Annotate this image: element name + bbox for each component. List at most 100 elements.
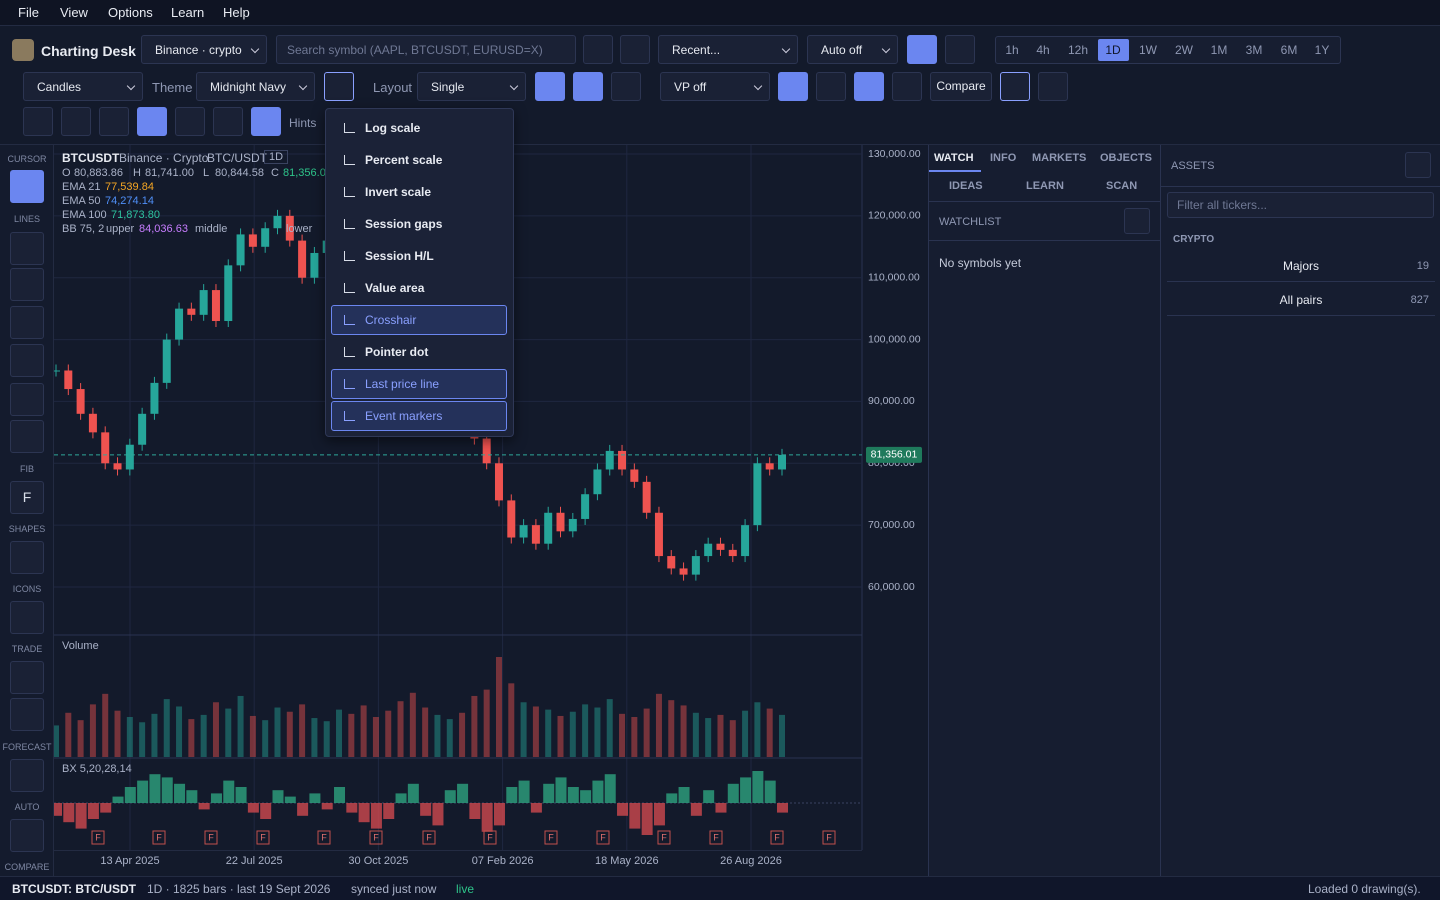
dropdown-item[interactable]: Log scale [365, 121, 421, 135]
link-button[interactable] [535, 72, 565, 101]
timeframe[interactable]: 1W [1139, 43, 1157, 57]
panel-tab[interactable]: IDEAS [949, 180, 983, 192]
add-button[interactable] [1124, 208, 1150, 234]
tool-button[interactable] [251, 107, 281, 136]
search-input[interactable]: Search symbol (AAPL, BTCUSDT, EURUSD=X) [276, 35, 576, 64]
alert-button[interactable] [1038, 72, 1068, 101]
refresh-button[interactable] [620, 35, 650, 64]
tool-button[interactable] [10, 306, 44, 339]
filter-input[interactable]: Filter all tickers... [1167, 192, 1434, 218]
tool-button[interactable] [632, 107, 662, 136]
chart-type-select[interactable]: Candles [23, 72, 143, 101]
tool-button[interactable] [10, 344, 44, 377]
list-button[interactable] [945, 35, 975, 64]
timeframe[interactable]: 1Y [1314, 43, 1330, 57]
volume-bar [114, 710, 121, 757]
close-button[interactable] [1405, 152, 1431, 178]
panel-tab[interactable]: LEARN [1026, 180, 1064, 192]
x-tick-label: 22 Jul 2025 [226, 855, 283, 867]
tool-button[interactable] [518, 107, 548, 136]
dropdown-item[interactable]: Value area [365, 281, 425, 295]
tool-section-label: FORECAST [2, 742, 52, 752]
volume-bar [532, 706, 539, 757]
candle-body [224, 265, 233, 322]
panel-tab[interactable]: SCAN [1106, 180, 1138, 192]
panel-tab[interactable]: WATCH [934, 152, 974, 164]
auto-select[interactable]: Auto off [807, 35, 898, 64]
menu-item[interactable]: Learn [171, 5, 205, 20]
tool-button[interactable] [10, 601, 44, 634]
theme-select[interactable]: Midnight Navy [196, 72, 315, 101]
bb-name: BB 75, 2 [62, 223, 105, 235]
bb-upper: 84,036.63 [139, 223, 188, 235]
idea-button[interactable] [1000, 72, 1030, 101]
tool-button[interactable] [10, 819, 44, 852]
menu-item[interactable]: View [60, 5, 88, 20]
timeframe[interactable]: 6M [1280, 43, 1298, 57]
settings-button[interactable] [324, 72, 354, 101]
dropdown-item[interactable]: Crosshair [365, 313, 417, 327]
dropdown-item[interactable]: Invert scale [365, 185, 432, 199]
menu-item[interactable]: Help [223, 5, 250, 20]
eye-button[interactable] [854, 72, 884, 101]
timeframe[interactable]: 12h [1067, 43, 1089, 57]
dropdown-item[interactable]: Pointer dot [365, 345, 429, 359]
timeframe[interactable]: 1D [1105, 43, 1121, 57]
tool-button[interactable] [10, 268, 44, 301]
timeframe[interactable]: 1M [1210, 43, 1228, 57]
tool-button[interactable] [10, 232, 44, 265]
tool-button[interactable] [213, 107, 243, 136]
dropdown-item[interactable]: Last price line [365, 377, 440, 391]
tool-button[interactable] [10, 541, 44, 574]
tool-button[interactable] [175, 107, 205, 136]
menu-item[interactable]: File [18, 5, 39, 20]
tool-button[interactable] [10, 383, 44, 416]
broadcast-button[interactable] [907, 35, 937, 64]
tool-button[interactable] [137, 107, 167, 136]
dropdown-item[interactable]: Event markers [365, 409, 443, 423]
candle-body [64, 370, 73, 390]
tool-button[interactable] [10, 661, 44, 694]
timeframe[interactable]: 4h [1036, 43, 1050, 57]
tool-button[interactable] [10, 420, 44, 453]
timeframe[interactable]: 1h [1005, 43, 1019, 57]
chart-button[interactable] [816, 72, 846, 101]
screen-button[interactable] [611, 72, 641, 101]
compare-button[interactable]: Compare [930, 72, 992, 101]
vp-select[interactable]: VP off [660, 72, 770, 101]
timeframe[interactable]: 3M [1245, 43, 1263, 57]
bx-label: BX 5,20,28,14 [62, 763, 132, 775]
tool-button[interactable]: F [10, 481, 44, 514]
bars-button[interactable] [892, 72, 922, 101]
timeframe[interactable]: 2W [1175, 43, 1193, 57]
bx-bar [457, 783, 469, 803]
volume-bar [705, 718, 712, 757]
timer-button[interactable] [573, 72, 603, 101]
menu-item[interactable]: Options [108, 5, 153, 20]
tool-button[interactable] [10, 170, 44, 203]
status-symbol: BTCUSDT: BTC/USDT [12, 882, 136, 896]
star-button[interactable] [778, 72, 808, 101]
candle-body [618, 450, 627, 470]
tool-button[interactable] [10, 698, 44, 731]
layout-select[interactable]: Single [417, 72, 526, 101]
dropdown-item[interactable]: Session gaps [365, 217, 443, 231]
dropdown-item[interactable]: Percent scale [365, 153, 443, 167]
exchange-select[interactable]: Binance · crypto [141, 35, 267, 64]
volume-bar [163, 699, 170, 757]
search-button[interactable] [583, 35, 613, 64]
tool-button[interactable] [556, 107, 586, 136]
dropdown-item[interactable]: Session H/L [365, 249, 434, 263]
tool-button[interactable] [594, 107, 624, 136]
tool-button[interactable] [61, 107, 91, 136]
tool-button[interactable] [99, 107, 129, 136]
recent-select[interactable]: Recent... [658, 35, 798, 64]
panel-tab[interactable]: INFO [990, 152, 1017, 164]
panel-tab[interactable]: OBJECTS [1100, 152, 1152, 164]
tool-button[interactable] [10, 759, 44, 792]
asset-name[interactable]: Majors [1282, 259, 1319, 273]
tool-button[interactable] [23, 107, 53, 136]
asset-name[interactable]: All pairs [1279, 293, 1323, 307]
candle-body [88, 413, 97, 433]
panel-tab[interactable]: MARKETS [1032, 152, 1087, 164]
